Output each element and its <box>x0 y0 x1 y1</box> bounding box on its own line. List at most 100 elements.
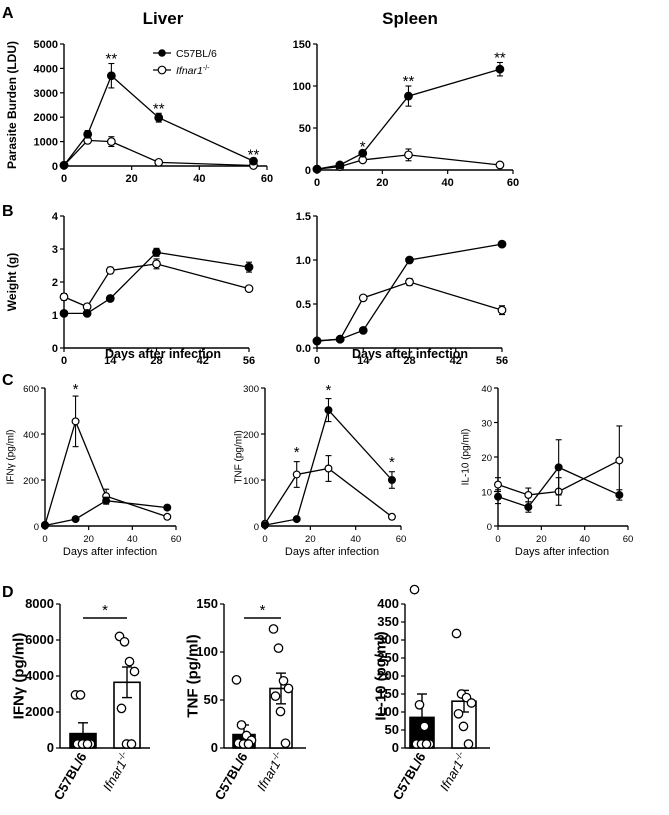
series-line <box>264 408 393 526</box>
y-axis-label: Parasite Burden (LDU) <box>5 41 19 169</box>
y-tick-label: 5000 <box>34 39 58 51</box>
category-label: Ifnar1-/- <box>436 750 471 794</box>
y-tick-label: 2000 <box>34 112 58 124</box>
series-ifnar1 <box>312 277 507 346</box>
data-point <box>105 294 115 303</box>
data-point <box>494 480 503 489</box>
legend: C57BL/6 Ifnar1-/- <box>153 48 217 77</box>
series-c57bl6 <box>261 398 396 530</box>
y-tick-label: 300 <box>377 632 399 647</box>
data-point <box>335 334 345 344</box>
significance-marker: ** <box>106 51 118 68</box>
y-tick-label: 1000 <box>34 137 58 149</box>
data-point <box>59 292 69 302</box>
data-point <box>312 336 322 346</box>
panel-label-a: A <box>2 5 14 22</box>
x-tick-label: 56 <box>243 355 255 367</box>
y-tick-label: 20 <box>481 453 492 464</box>
data-point <box>270 691 281 702</box>
data-point <box>463 739 474 749</box>
y-tick-label: 150 <box>293 39 311 51</box>
data-point <box>458 721 469 732</box>
data-point <box>292 470 301 479</box>
y-tick-label: 40 <box>481 384 492 395</box>
significance-marker: ** <box>248 147 260 164</box>
x-tick-label: 14 <box>104 355 117 367</box>
panel-label-b: B <box>2 203 14 220</box>
legend-label-ko: Ifnar1-/- <box>176 65 210 77</box>
y-tick-label: 100 <box>196 644 218 659</box>
y-tick-label: 0 <box>34 522 39 533</box>
x-tick-label: 14 <box>357 355 370 367</box>
y-tick-label: 0.0 <box>296 343 311 355</box>
series-line <box>63 263 250 308</box>
data-point <box>102 496 111 505</box>
data-point <box>409 584 420 595</box>
significance-marker: * <box>260 602 266 619</box>
data-point <box>497 305 507 315</box>
chart-c3: 0 10 20 30 40 IL-10 (pg/ml) 0 20 40 60 <box>461 384 634 545</box>
data-point <box>154 157 164 167</box>
data-point <box>524 503 533 512</box>
y-tick-label: 2 <box>52 277 58 289</box>
data-point <box>244 284 254 294</box>
data-point <box>106 137 116 147</box>
chart-b1: 0 1 2 3 4 Weight (g) 0 14 28 42 56 <box>5 211 255 367</box>
labels-layer: A B C D Liver Spleen C57BL/6 Ifnar1-/- D… <box>2 5 609 601</box>
chart-b2: 0.0 0.5 1.0 1.5 0 14 28 42 56 <box>296 211 508 367</box>
column-title-spleen: Spleen <box>382 9 438 28</box>
y-tick-label: 200 <box>377 668 399 683</box>
x-tick-label: 40 <box>442 177 454 189</box>
x-tick-label: 0 <box>42 534 47 545</box>
series-line <box>44 419 168 526</box>
x-tick-label: 0 <box>495 534 500 545</box>
y-tick-label: 8000 <box>25 596 54 611</box>
data-point <box>283 683 294 694</box>
series-c57bl6 <box>312 61 505 174</box>
chart-a1: 0 1000 2000 3000 4000 5000 Parasite Burden (LD… <box>5 39 273 185</box>
data-point <box>154 113 164 123</box>
data-point <box>116 703 127 714</box>
y-tick-label: 4000 <box>34 63 58 75</box>
y-axis-label: IFNγ (pg/ml) <box>6 430 17 485</box>
x-axis-label-b1: Days after infection <box>105 347 221 361</box>
data-point <box>249 156 258 166</box>
data-point <box>280 738 291 749</box>
y-tick-label: 150 <box>377 686 399 701</box>
data-point <box>324 464 333 473</box>
data-point <box>292 515 301 524</box>
x-tick-label: 0 <box>61 173 67 185</box>
category-label: C57BL/6 <box>390 750 429 803</box>
series-line <box>264 467 393 525</box>
x-tick-label: 0 <box>61 355 67 367</box>
x-tick-label: 20 <box>83 534 94 545</box>
y-tick-label: 3 <box>52 244 58 256</box>
x-tick-label: 28 <box>150 355 162 367</box>
y-tick-label: 400 <box>23 430 39 441</box>
y-tick-label: 0.5 <box>296 299 311 311</box>
data-point <box>75 690 86 700</box>
significance-marker: * <box>102 602 108 619</box>
data-point <box>244 262 254 272</box>
x-tick-label: 20 <box>305 534 316 545</box>
series-c57bl6 <box>40 496 172 530</box>
data-point <box>119 636 130 647</box>
series-line <box>44 500 168 527</box>
y-tick-label: 0 <box>254 522 259 533</box>
y-tick-label: 0 <box>52 161 58 173</box>
chart-d1: 0 2000 4000 6000 8000 IFNγ (pg/ml) C57BL/6 Ifna… <box>10 596 150 803</box>
significance-marker: * <box>389 454 395 471</box>
data-point <box>268 624 279 634</box>
x-tick-label: 28 <box>403 355 415 367</box>
data-point <box>236 720 247 730</box>
x-tick-label: 20 <box>126 173 138 185</box>
data-point <box>419 721 430 732</box>
data-point <box>495 160 505 170</box>
y-tick-label: 600 <box>23 384 39 395</box>
y-tick-label: 0 <box>305 165 311 177</box>
y-axis-label: TNF (pg/ml) <box>184 634 201 717</box>
y-axis-label: IFNγ (pg/ml) <box>10 633 27 720</box>
category-label-name: Ifnar1 <box>437 757 467 793</box>
